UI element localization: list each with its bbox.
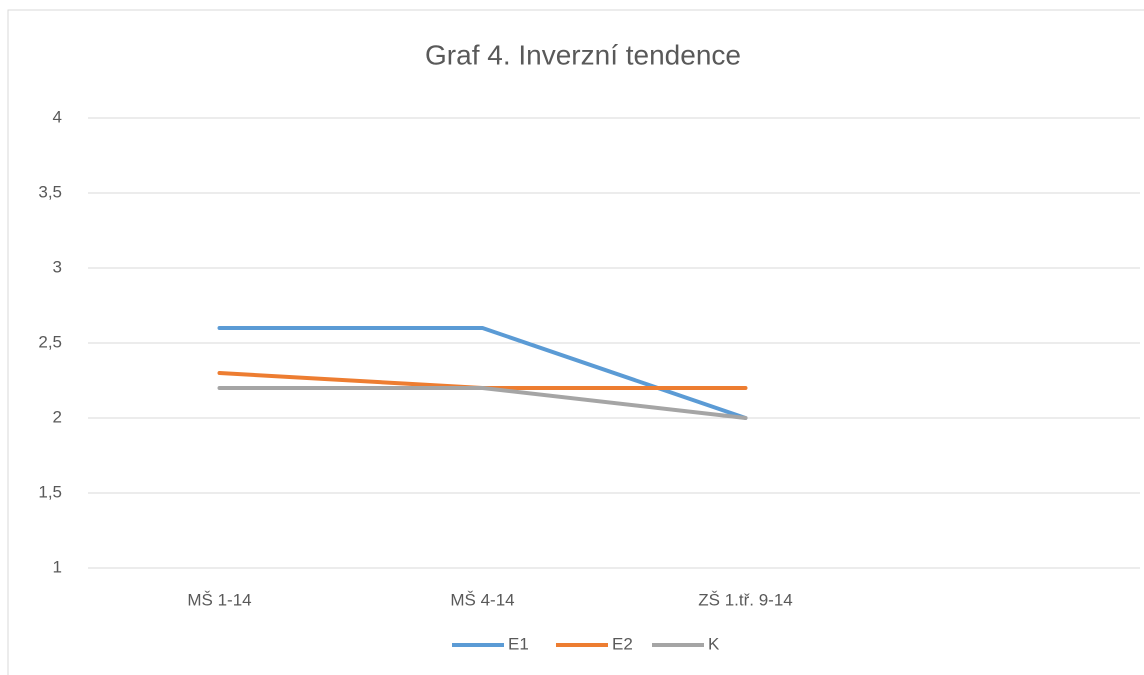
legend-label: E2 [612,634,633,653]
series-line [217,386,748,420]
y-tick-label: 4 [53,107,62,126]
chart-title: Graf 4. Inverzní tendence [425,39,741,70]
x-tick-label: MŠ 1-14 [187,590,251,609]
legend-label: E1 [508,634,529,653]
y-tick-label: 1,5 [38,482,62,501]
y-tick-label: 1 [53,557,62,576]
y-tick-label: 3,5 [38,182,62,201]
x-tick-label: MŠ 4-14 [450,590,514,609]
y-tick-label: 2,5 [38,332,62,351]
x-tick-label: ZŠ 1.tř. 9-14 [698,590,792,609]
legend-label: K [708,634,720,653]
y-tick-label: 2 [53,407,62,426]
y-tick-label: 3 [53,257,62,276]
